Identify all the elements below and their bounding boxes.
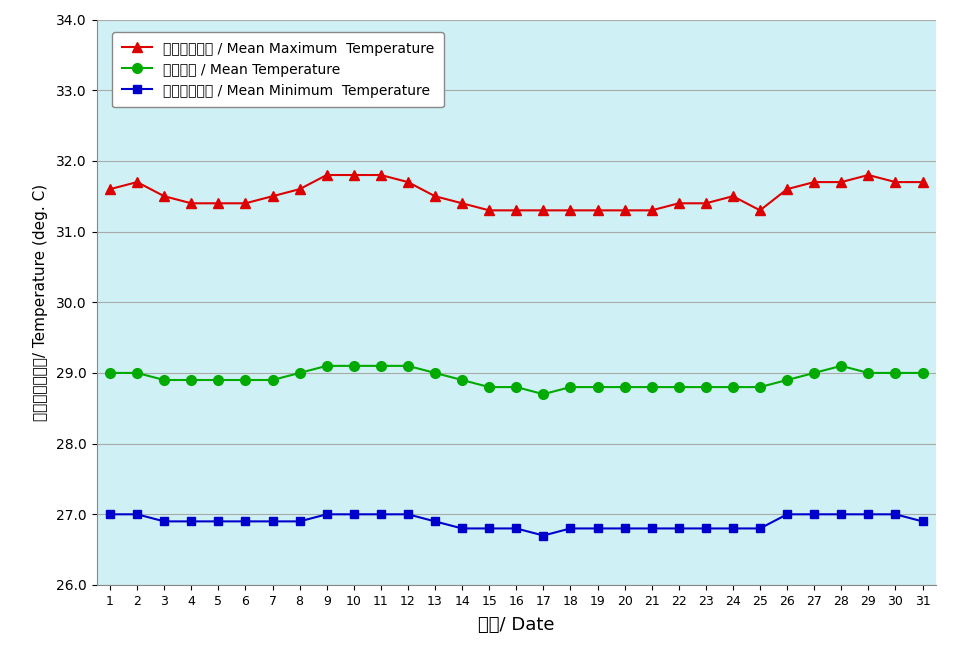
平均最高氣溫 / Mean Maximum  Temperature <box>348 171 360 179</box>
X-axis label: 日期/ Date: 日期/ Date <box>478 616 555 634</box>
平均最低氣溫 / Mean Minimum  Temperature <box>782 510 793 518</box>
平均最低氣溫 / Mean Minimum  Temperature <box>646 525 657 532</box>
平均氣溫 / Mean Temperature <box>728 384 739 391</box>
平均氣溫 / Mean Temperature <box>375 362 387 370</box>
平均最高氣溫 / Mean Maximum  Temperature <box>700 200 711 207</box>
平均最高氣溫 / Mean Maximum  Temperature <box>565 207 576 215</box>
平均最低氣溫 / Mean Minimum  Temperature <box>863 510 874 518</box>
平均氣溫 / Mean Temperature <box>592 384 603 391</box>
平均最高氣溫 / Mean Maximum  Temperature <box>131 178 143 186</box>
平均最低氣溫 / Mean Minimum  Temperature <box>619 525 630 532</box>
平均最低氣溫 / Mean Minimum  Temperature <box>402 510 414 518</box>
平均氣溫 / Mean Temperature <box>510 384 522 391</box>
平均氣溫 / Mean Temperature <box>673 384 684 391</box>
平均最低氣溫 / Mean Minimum  Temperature <box>592 525 603 532</box>
平均最高氣溫 / Mean Maximum  Temperature <box>619 207 630 215</box>
平均最低氣溫 / Mean Minimum  Temperature <box>131 510 143 518</box>
平均最低氣溫 / Mean Minimum  Temperature <box>158 517 170 525</box>
平均氣溫 / Mean Temperature <box>402 362 414 370</box>
平均氣溫 / Mean Temperature <box>782 376 793 384</box>
平均最高氣溫 / Mean Maximum  Temperature <box>239 200 251 207</box>
平均氣溫 / Mean Temperature <box>104 369 116 377</box>
平均最高氣溫 / Mean Maximum  Temperature <box>755 207 766 215</box>
平均最高氣溫 / Mean Maximum  Temperature <box>890 178 901 186</box>
平均氣溫 / Mean Temperature <box>131 369 143 377</box>
平均最高氣溫 / Mean Maximum  Temperature <box>185 200 197 207</box>
平均氣溫 / Mean Temperature <box>158 376 170 384</box>
平均氣溫 / Mean Temperature <box>321 362 333 370</box>
平均最低氣溫 / Mean Minimum  Temperature <box>809 510 820 518</box>
平均最高氣溫 / Mean Maximum  Temperature <box>728 192 739 200</box>
平均最低氣溫 / Mean Minimum  Temperature <box>185 517 197 525</box>
平均最低氣溫 / Mean Minimum  Temperature <box>429 517 441 525</box>
平均氣溫 / Mean Temperature <box>348 362 360 370</box>
平均最高氣溫 / Mean Maximum  Temperature <box>456 200 468 207</box>
平均氣溫 / Mean Temperature <box>619 384 630 391</box>
Line: 平均最低氣溫 / Mean Minimum  Temperature: 平均最低氣溫 / Mean Minimum Temperature <box>106 510 926 540</box>
平均最高氣溫 / Mean Maximum  Temperature <box>673 200 684 207</box>
平均氣溫 / Mean Temperature <box>266 376 278 384</box>
平均最高氣溫 / Mean Maximum  Temperature <box>538 207 549 215</box>
平均最高氣溫 / Mean Maximum  Temperature <box>266 192 278 200</box>
平均最低氣溫 / Mean Minimum  Temperature <box>565 525 576 532</box>
Line: 平均氣溫 / Mean Temperature: 平均氣溫 / Mean Temperature <box>105 361 927 399</box>
平均最高氣溫 / Mean Maximum  Temperature <box>293 185 305 193</box>
平均氣溫 / Mean Temperature <box>483 384 495 391</box>
平均氣溫 / Mean Temperature <box>646 384 657 391</box>
Legend: 平均最高氣溫 / Mean Maximum  Temperature, 平均氣溫 / Mean Temperature, 平均最低氣溫 / Mean Minim: 平均最高氣溫 / Mean Maximum Temperature, 平均氣溫 … <box>112 32 444 107</box>
平均最低氣溫 / Mean Minimum  Temperature <box>375 510 387 518</box>
平均氣溫 / Mean Temperature <box>212 376 224 384</box>
平均最低氣溫 / Mean Minimum  Temperature <box>321 510 333 518</box>
平均最高氣溫 / Mean Maximum  Temperature <box>592 207 603 215</box>
平均氣溫 / Mean Temperature <box>185 376 197 384</box>
平均最高氣溫 / Mean Maximum  Temperature <box>836 178 847 186</box>
平均氣溫 / Mean Temperature <box>565 384 576 391</box>
平均最高氣溫 / Mean Maximum  Temperature <box>917 178 928 186</box>
平均氣溫 / Mean Temperature <box>755 384 766 391</box>
平均最低氣溫 / Mean Minimum  Temperature <box>266 517 278 525</box>
Y-axis label: 溫度（攝氏度）/ Temperature (deg. C): 溫度（攝氏度）/ Temperature (deg. C) <box>33 184 47 421</box>
平均最高氣溫 / Mean Maximum  Temperature <box>321 171 333 179</box>
平均最低氣溫 / Mean Minimum  Temperature <box>239 517 251 525</box>
平均氣溫 / Mean Temperature <box>239 376 251 384</box>
平均最低氣溫 / Mean Minimum  Temperature <box>483 525 495 532</box>
平均氣溫 / Mean Temperature <box>538 390 549 398</box>
平均最低氣溫 / Mean Minimum  Temperature <box>510 525 522 532</box>
平均最高氣溫 / Mean Maximum  Temperature <box>782 185 793 193</box>
平均最低氣溫 / Mean Minimum  Temperature <box>348 510 360 518</box>
平均最高氣溫 / Mean Maximum  Temperature <box>104 185 116 193</box>
平均最低氣溫 / Mean Minimum  Temperature <box>212 517 224 525</box>
平均氣溫 / Mean Temperature <box>863 369 874 377</box>
平均最低氣溫 / Mean Minimum  Temperature <box>917 517 928 525</box>
平均最高氣溫 / Mean Maximum  Temperature <box>646 207 657 215</box>
平均最低氣溫 / Mean Minimum  Temperature <box>700 525 711 532</box>
平均最高氣溫 / Mean Maximum  Temperature <box>483 207 495 215</box>
平均氣溫 / Mean Temperature <box>917 369 928 377</box>
平均最低氣溫 / Mean Minimum  Temperature <box>456 525 468 532</box>
平均最低氣溫 / Mean Minimum  Temperature <box>755 525 766 532</box>
平均氣溫 / Mean Temperature <box>890 369 901 377</box>
平均最高氣溫 / Mean Maximum  Temperature <box>375 171 387 179</box>
平均最低氣溫 / Mean Minimum  Temperature <box>836 510 847 518</box>
平均氣溫 / Mean Temperature <box>836 362 847 370</box>
平均最高氣溫 / Mean Maximum  Temperature <box>429 192 441 200</box>
平均氣溫 / Mean Temperature <box>429 369 441 377</box>
平均最低氣溫 / Mean Minimum  Temperature <box>104 510 116 518</box>
平均最低氣溫 / Mean Minimum  Temperature <box>293 517 305 525</box>
平均最高氣溫 / Mean Maximum  Temperature <box>510 207 522 215</box>
平均最高氣溫 / Mean Maximum  Temperature <box>863 171 874 179</box>
平均最高氣溫 / Mean Maximum  Temperature <box>212 200 224 207</box>
平均氣溫 / Mean Temperature <box>809 369 820 377</box>
平均最高氣溫 / Mean Maximum  Temperature <box>402 178 414 186</box>
平均最高氣溫 / Mean Maximum  Temperature <box>809 178 820 186</box>
平均氣溫 / Mean Temperature <box>293 369 305 377</box>
Line: 平均最高氣溫 / Mean Maximum  Temperature: 平均最高氣溫 / Mean Maximum Temperature <box>105 170 927 215</box>
平均最低氣溫 / Mean Minimum  Temperature <box>673 525 684 532</box>
平均最低氣溫 / Mean Minimum  Temperature <box>728 525 739 532</box>
平均氣溫 / Mean Temperature <box>700 384 711 391</box>
平均最低氣溫 / Mean Minimum  Temperature <box>890 510 901 518</box>
平均氣溫 / Mean Temperature <box>456 376 468 384</box>
平均最高氣溫 / Mean Maximum  Temperature <box>158 192 170 200</box>
平均最低氣溫 / Mean Minimum  Temperature <box>538 532 549 539</box>
